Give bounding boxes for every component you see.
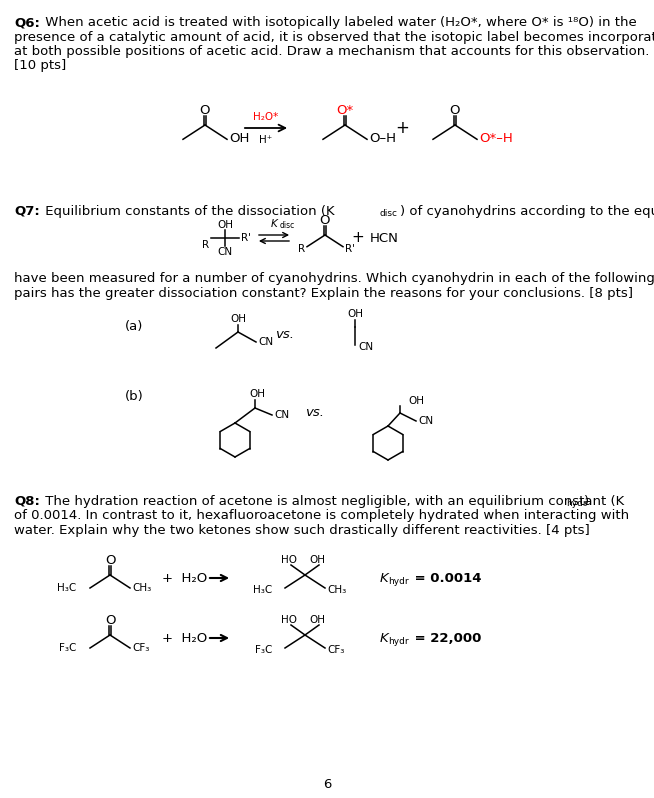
Text: CN: CN	[217, 247, 233, 257]
Text: disc: disc	[380, 209, 398, 218]
Text: O*–H: O*–H	[479, 132, 513, 145]
Text: hydr: hydr	[388, 638, 409, 646]
Text: ): )	[584, 495, 589, 508]
Text: presence of a catalytic amount of acid, it is observed that the isotopic label b: presence of a catalytic amount of acid, …	[14, 30, 654, 44]
Text: F₃C: F₃C	[254, 645, 272, 655]
Text: of 0.0014. In contrast to it, hexafluoroacetone is completely hydrated when inte: of 0.0014. In contrast to it, hexafluoro…	[14, 509, 629, 523]
Text: CN: CN	[418, 416, 433, 426]
Text: R': R'	[345, 244, 355, 254]
Text: CF₃: CF₃	[132, 643, 149, 653]
Text: O: O	[105, 614, 115, 626]
Text: water. Explain why the two ketones show such drastically different reactivities.: water. Explain why the two ketones show …	[14, 524, 590, 537]
Text: vs.: vs.	[275, 329, 294, 342]
Text: (b): (b)	[125, 390, 144, 403]
Text: OH: OH	[347, 309, 363, 319]
Text: CH₃: CH₃	[132, 583, 151, 593]
Text: CN: CN	[274, 410, 289, 420]
Text: disc: disc	[280, 222, 295, 231]
Text: O: O	[450, 104, 460, 117]
Text: CN: CN	[358, 342, 373, 352]
Text: R: R	[202, 240, 209, 250]
Text: ) of cyanohydrins according to the equation: ) of cyanohydrins according to the equat…	[400, 205, 654, 218]
Text: HCN: HCN	[370, 231, 399, 244]
Text: pairs has the greater dissociation constant? Explain the reasons for your conclu: pairs has the greater dissociation const…	[14, 286, 633, 299]
Text: +: +	[352, 231, 364, 246]
Text: +  H₂O: + H₂O	[162, 571, 207, 584]
Text: OH: OH	[249, 389, 265, 399]
Text: at both possible positions of acetic acid. Draw a mechanism that accounts for th: at both possible positions of acetic aci…	[14, 45, 649, 58]
Text: Q7:: Q7:	[14, 205, 40, 218]
Text: K: K	[271, 219, 277, 229]
Text: OH: OH	[309, 615, 325, 625]
Text: R: R	[298, 244, 305, 254]
Text: O: O	[105, 554, 115, 567]
Text: HO: HO	[281, 555, 297, 565]
Text: OH: OH	[217, 220, 233, 230]
Text: K: K	[380, 571, 388, 584]
Text: vs.: vs.	[305, 406, 324, 420]
Text: +: +	[395, 119, 409, 137]
Text: O: O	[199, 104, 210, 117]
Text: hydr: hydr	[388, 578, 409, 587]
Text: O–H: O–H	[369, 132, 396, 145]
Text: = 0.0014: = 0.0014	[410, 571, 481, 584]
Text: (a): (a)	[125, 320, 143, 333]
Text: +  H₂O: + H₂O	[162, 631, 207, 645]
Text: OH: OH	[408, 396, 424, 406]
Text: have been measured for a number of cyanohydrins. Which cyanohydrin in each of th: have been measured for a number of cyano…	[14, 272, 654, 285]
Text: 6: 6	[323, 779, 331, 792]
Text: O: O	[320, 214, 330, 227]
Text: OH: OH	[229, 132, 249, 145]
Text: HO: HO	[281, 615, 297, 625]
Text: H₂O*: H₂O*	[253, 112, 279, 122]
Text: F₃C: F₃C	[59, 643, 76, 653]
Text: H₃C: H₃C	[57, 583, 76, 593]
Text: CF₃: CF₃	[327, 645, 345, 655]
Text: OH: OH	[230, 314, 246, 324]
Text: CH₃: CH₃	[327, 585, 346, 595]
Text: O*: O*	[336, 104, 354, 117]
Text: hydr: hydr	[566, 499, 587, 508]
Text: H⁺: H⁺	[260, 135, 273, 145]
Text: The hydration reaction of acetone is almost negligible, with an equilibrium cons: The hydration reaction of acetone is alm…	[41, 495, 625, 508]
Text: Q6:: Q6:	[14, 16, 40, 29]
Text: K: K	[380, 631, 388, 645]
Text: OH: OH	[309, 555, 325, 565]
Text: [10 pts]: [10 pts]	[14, 60, 66, 73]
Text: H₃C: H₃C	[252, 585, 272, 595]
Text: When acetic acid is treated with isotopically labeled water (H₂O*, where O* is ¹: When acetic acid is treated with isotopi…	[41, 16, 637, 29]
Text: Equilibrium constants of the dissociation (K: Equilibrium constants of the dissociatio…	[41, 205, 335, 218]
Text: Q8:: Q8:	[14, 495, 40, 508]
Text: R': R'	[241, 233, 251, 243]
Text: CN: CN	[258, 337, 273, 347]
Text: = 22,000: = 22,000	[410, 631, 481, 645]
